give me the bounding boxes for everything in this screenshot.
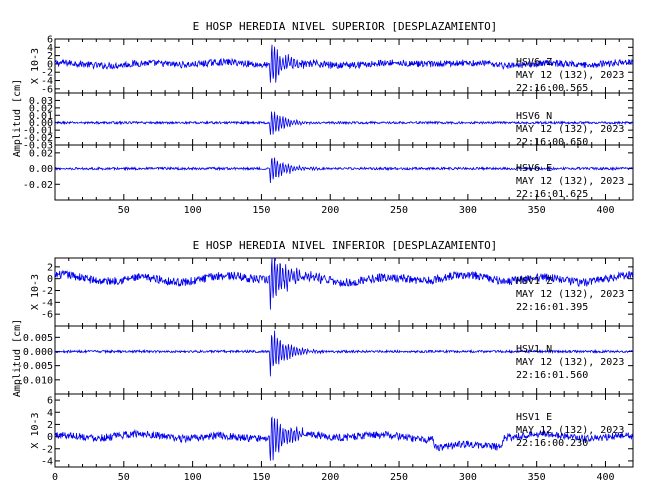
x-tick-label: 350 — [528, 472, 546, 483]
trace-time-label: 22:16:01.625 — [516, 189, 588, 200]
x-tick-label: 300 — [459, 205, 477, 216]
y-tick-label: -6 — [41, 84, 53, 95]
trace-time-label: 22:16:00.230 — [516, 438, 588, 449]
y-tick-label: -0.03 — [23, 141, 53, 152]
trace-station-label: HSV1 N — [516, 344, 552, 355]
trace-date-label: MAY 12 (132), 2023 — [516, 425, 624, 436]
y-tick-label: 2 — [47, 420, 53, 431]
y-tick-label: 6 — [47, 35, 53, 46]
y-tick-label: -0.02 — [23, 180, 53, 191]
trace-time-label: 22:16:00.565 — [516, 83, 588, 94]
y-tick-label: 4 — [47, 43, 53, 54]
x-tick-label: 400 — [596, 205, 614, 216]
y-axis-label-inferior: Amplitud [cm] — [12, 319, 23, 397]
trace-time-label: 22:16:00.650 — [516, 137, 588, 148]
x-tick-label: 300 — [459, 472, 477, 483]
y-tick-label: -2 — [41, 286, 53, 297]
x-tick-label: 50 — [118, 205, 130, 216]
x-tick-label: 100 — [184, 472, 202, 483]
y-tick-label: 0.03 — [29, 96, 53, 107]
y-tick-label: 0 — [47, 59, 53, 70]
waveform-trace — [54, 330, 634, 377]
panel-hsv6-n: 0.030.020.010.00-0.01-0.02-0.03 HSV6 N MAY… — [23, 92, 634, 152]
x-tick-label: 250 — [390, 472, 408, 483]
trace-date-label: MAY 12 (132), 2023 — [516, 176, 624, 187]
x-tick-label: 200 — [321, 205, 339, 216]
waveform-trace — [54, 257, 634, 310]
x-tick-label: 200 — [321, 472, 339, 483]
x-tick-label: 150 — [252, 472, 270, 483]
x-tick-label: 350 — [528, 205, 546, 216]
y-tick-label: -2 — [41, 68, 53, 79]
scale-label: X 10-3 — [30, 412, 41, 448]
x-tick-label: 250 — [390, 205, 408, 216]
y-tick-label: 0.02 — [29, 148, 53, 159]
trace-date-label: MAY 12 (132), 2023 — [516, 124, 624, 135]
waveform-trace — [55, 157, 634, 184]
y-tick-label: 0 — [47, 274, 53, 285]
x-tick-label: 50 — [118, 472, 130, 483]
x-tick-label: 400 — [596, 472, 614, 483]
trace-station-label: HSV6 Z — [516, 57, 552, 68]
y-tick-label: 2 — [47, 262, 53, 273]
y-tick-label: -2 — [41, 444, 53, 455]
trace-station-label: HSV6 N — [516, 111, 552, 122]
scale-label: X 10-3 — [30, 48, 41, 84]
y-tick-label: 6 — [47, 396, 53, 407]
y-tick-label: 2 — [47, 51, 53, 62]
chart-title-superior: E HOSP HEREDIA NIVEL SUPERIOR [DESPLAZAM… — [193, 20, 498, 33]
y-tick-label: -0.02 — [23, 133, 53, 144]
scale-label: X 10-3 — [30, 274, 41, 310]
y-tick-label: 0.005 — [23, 333, 53, 344]
panel-hsv6-e: 0.02 0.00 -0.02 HSV6 E MAY 12 (132), 2023 22:… — [23, 144, 634, 201]
y-tick-label: -0.01 — [23, 126, 53, 137]
y-tick-label: -0.005 — [17, 361, 53, 372]
trace-time-label: 22:16:01.560 — [516, 370, 588, 381]
panel-hsv1-n: 0.005 0.000 -0.005 -0.010 HSV1 N MAY 12 (132)… — [17, 325, 634, 395]
trace-date-label: MAY 12 (132), 2023 — [516, 70, 624, 81]
y-tick-label: -4 — [41, 456, 53, 467]
trace-time-label: 22:16:01.395 — [516, 302, 588, 313]
waveform-trace — [54, 44, 634, 83]
y-tick-label: 0.00 — [29, 118, 53, 129]
y-tick-label: -0.010 — [17, 375, 53, 386]
y-tick-label: 0.00 — [29, 164, 53, 175]
y-tick-label: 0.000 — [23, 347, 53, 358]
trace-station-label: HSV1 Z — [516, 276, 552, 287]
x-tick-label: 100 — [184, 205, 202, 216]
trace-station-label: HSV1 E — [516, 412, 552, 423]
y-tick-label: -4 — [41, 76, 53, 87]
chart-title-inferior: E HOSP HEREDIA NIVEL INFERIOR [DESPLAZAM… — [193, 239, 498, 252]
x-tick-label: 0 — [52, 472, 58, 483]
waveform-trace — [54, 111, 634, 135]
y-tick-label: 0 — [47, 432, 53, 443]
y-tick-label: 0.02 — [29, 103, 53, 114]
y-tick-label: -6 — [41, 310, 53, 321]
y-tick-label: 4 — [47, 408, 53, 419]
waveform-trace — [54, 416, 634, 461]
trace-station-label: HSV6 E — [516, 163, 552, 174]
y-tick-label: -4 — [41, 298, 53, 309]
y-tick-label: 0.01 — [29, 111, 53, 122]
y-axis-label-superior: Amplitud [cm] — [12, 79, 23, 157]
panel-hsv1-z: 20-2-4-6X 10-3 HSV1 Z MAY 12 (132), 2023 22… — [30, 257, 634, 327]
x-tick-label: 150 — [252, 205, 270, 216]
trace-date-label: MAY 12 (132), 2023 — [516, 357, 624, 368]
trace-date-label: MAY 12 (132), 2023 — [516, 289, 624, 300]
